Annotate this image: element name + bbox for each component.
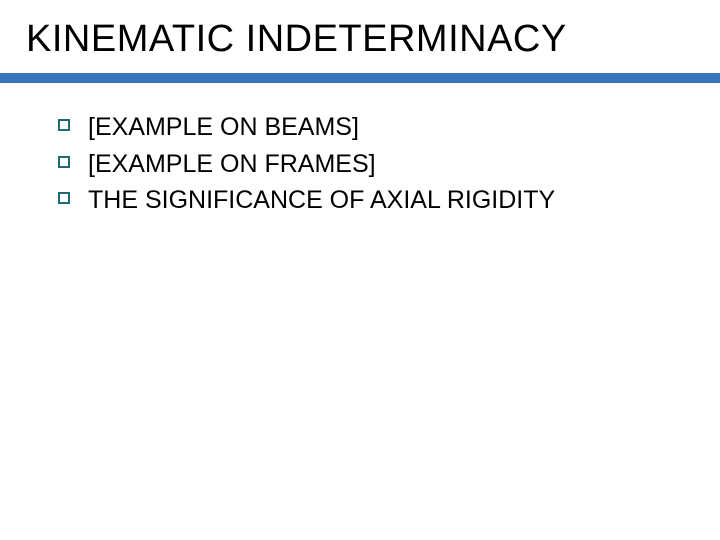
slide-title: KINEMATIC INDETERMINACY (0, 0, 720, 73)
square-bullet-icon (58, 119, 70, 131)
content-area: [EXAMPLE ON BEAMS] [EXAMPLE ON FRAMES] T… (0, 83, 720, 217)
list-item: [EXAMPLE ON BEAMS] (58, 111, 720, 144)
list-item: THE SIGNIFICANCE OF AXIAL RIGIDITY (58, 184, 720, 217)
item-text: THE SIGNIFICANCE OF AXIAL RIGIDITY (88, 184, 555, 217)
square-bullet-icon (58, 156, 70, 168)
list-item: [EXAMPLE ON FRAMES] (58, 148, 720, 181)
square-bullet-icon (58, 192, 70, 204)
item-text: [EXAMPLE ON BEAMS] (88, 111, 359, 144)
title-underline (0, 73, 720, 83)
item-text: [EXAMPLE ON FRAMES] (88, 148, 376, 181)
